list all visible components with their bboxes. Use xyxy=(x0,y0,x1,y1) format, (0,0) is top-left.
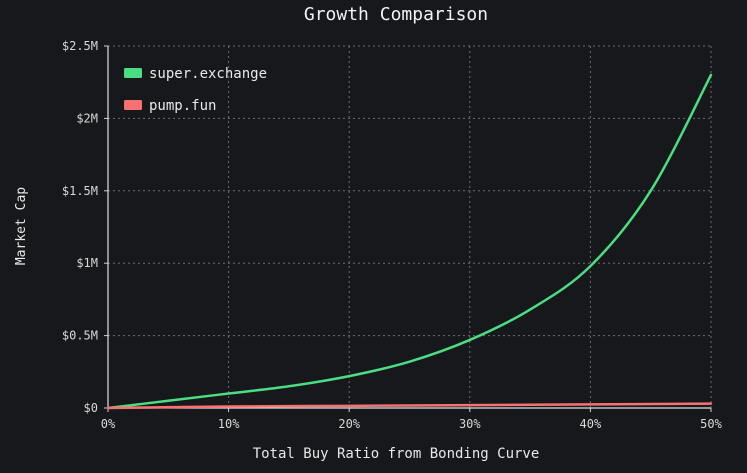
x-tick-label: 0% xyxy=(101,417,116,431)
y-tick-label: $1.5M xyxy=(62,184,98,198)
legend-swatch xyxy=(124,100,142,110)
legend: super.exchange pump.fun xyxy=(124,66,267,114)
x-axis-label: Total Buy Ratio from Bonding Curve xyxy=(253,446,540,462)
y-tick-label: $0.5M xyxy=(62,329,98,343)
chart-title: Growth Comparison xyxy=(304,4,488,25)
y-tick-label: $1M xyxy=(76,256,98,270)
grid xyxy=(108,45,712,408)
series-line-super-exchange xyxy=(106,73,713,410)
legend-swatch xyxy=(124,68,142,78)
x-tick-label: 40% xyxy=(580,417,602,431)
x-tick-label: 20% xyxy=(338,417,360,431)
legend-label: super.exchange xyxy=(149,66,267,82)
series-line-pump-fun xyxy=(106,402,713,410)
y-tick-label: $0 xyxy=(84,401,98,415)
y-axis-label: Market Cap xyxy=(14,187,29,265)
x-tick-label: 10% xyxy=(218,417,240,431)
series-lines xyxy=(106,73,713,410)
axes: 0% 10% 20% 30% 40% 50% $0 $0.5M $1M $1.5M $2M $2.5M xyxy=(62,39,723,431)
legend-label: pump.fun xyxy=(149,98,216,114)
y-tick-label: $2.5M xyxy=(62,39,98,53)
x-tick-label: 50% xyxy=(700,417,722,431)
x-tick-label: 30% xyxy=(459,417,481,431)
y-tick-label: $2M xyxy=(76,111,98,125)
